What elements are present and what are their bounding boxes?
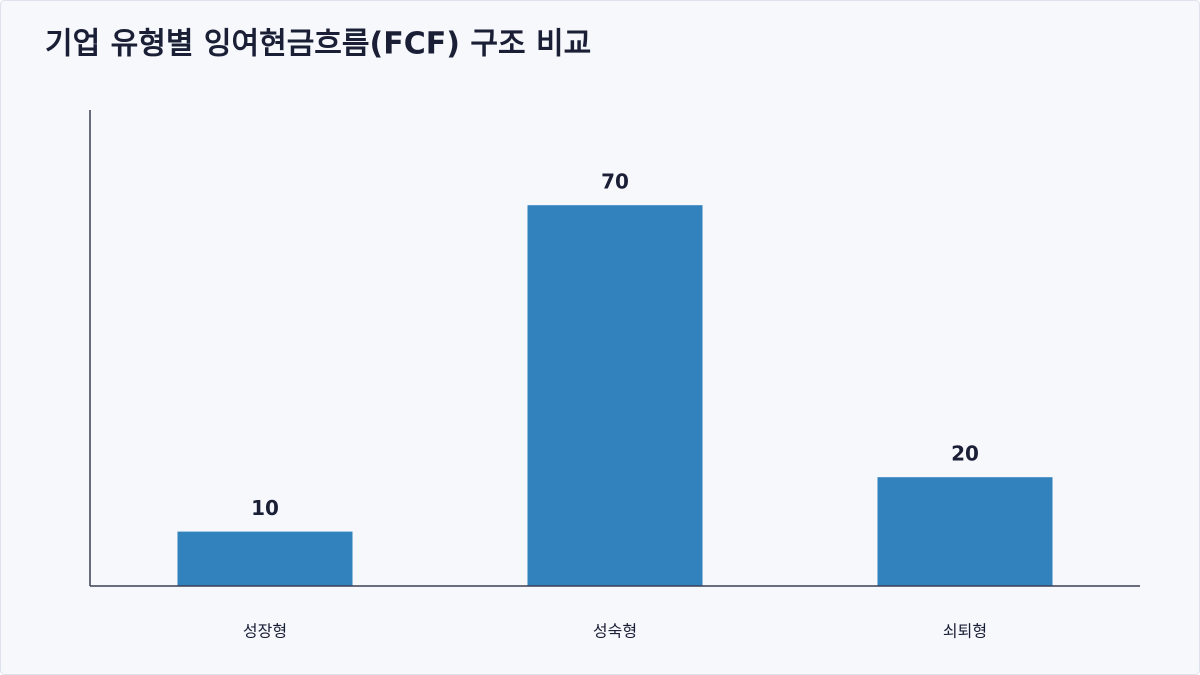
x-tick-label: 성장형 (243, 622, 287, 641)
bar (177, 531, 353, 586)
bar (527, 205, 703, 586)
value-label: 20 (951, 442, 979, 466)
value-label: 70 (601, 170, 629, 194)
chart-title: 기업 유형별 잉여현금흐름(FCF) 구조 비교 (45, 27, 591, 62)
bar (877, 477, 1053, 586)
x-tick-label: 쇠퇴형 (943, 622, 987, 641)
x-tick-label: 성숙형 (593, 622, 637, 641)
value-label: 10 (251, 496, 279, 520)
